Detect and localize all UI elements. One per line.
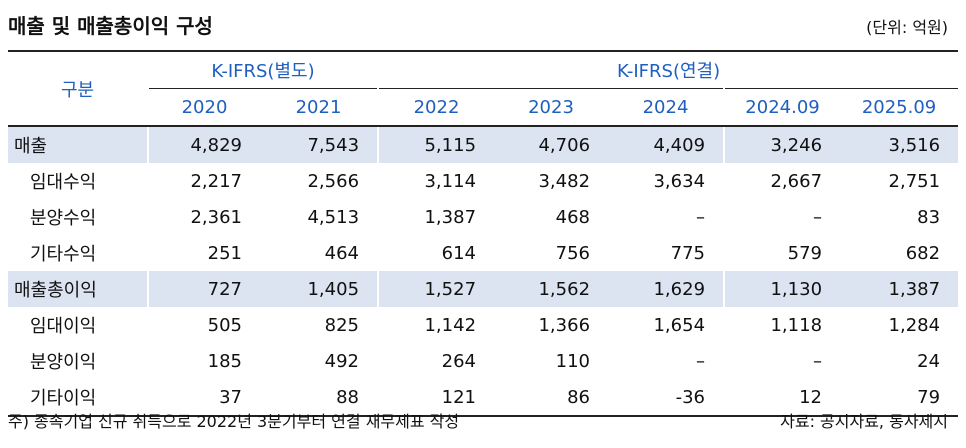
value-cell: 1,118: [723, 307, 841, 343]
value-cell: 79: [840, 379, 959, 417]
value-cell: 756: [555, 242, 591, 264]
value-cell: 24: [917, 350, 941, 372]
year-header: 2024: [608, 88, 725, 127]
value-cell: 2,751: [888, 170, 941, 192]
value-cell: 727: [147, 271, 260, 307]
value-cell: 775: [670, 242, 706, 264]
table-row: 분양이익 185 492 264 110 – – 24: [8, 343, 958, 379]
value-cell: -36: [608, 379, 725, 417]
value-cell: 1,527: [377, 271, 495, 307]
value-cell: 1,130: [723, 271, 841, 307]
value-cell: –: [696, 206, 706, 228]
value-cell: 5,115: [377, 126, 495, 163]
value-cell: 110: [555, 350, 591, 372]
table-title: 매출 및 매출총이익 구성: [8, 14, 213, 38]
header-row-groups: 구분 K-IFRS(별도) K-IFRS(연결): [8, 50, 959, 127]
value-cell: 1,387: [840, 271, 959, 307]
value-cell: 4,409: [608, 126, 725, 163]
value-cell: 12: [723, 379, 841, 417]
value-cell: 614: [377, 235, 495, 271]
value-cell: 505: [147, 307, 260, 343]
value-cell: 1,629: [608, 271, 725, 307]
value-cell: –: [696, 350, 706, 372]
value-cell: 4,513: [307, 206, 360, 228]
value-cell: 2,217: [147, 163, 260, 199]
value-cell: 682: [905, 242, 941, 264]
year-header: 2025.09: [840, 88, 959, 127]
value-cell: 3,246: [723, 126, 841, 163]
table-row: 매출총이익 727 1,405 1,527 1,562 1,629 1,130 1,387: [8, 271, 959, 307]
value-cell: 1,366: [538, 314, 591, 336]
value-cell: 1,405: [260, 271, 379, 307]
value-cell: –: [723, 343, 841, 379]
value-cell: 1,387: [377, 199, 495, 235]
value-cell: –: [723, 199, 841, 235]
value-cell: 468: [555, 206, 591, 228]
table-row: 임대이익 505 825 1,142 1,366 1,654 1,118 1,284: [8, 307, 958, 343]
value-cell: 2,667: [723, 163, 841, 199]
value-cell: 4,829: [147, 126, 260, 163]
value-cell: 579: [723, 235, 841, 271]
value-cell: 121: [377, 379, 495, 417]
header-row-years: 2020 2021 2022 2023 2024 2024.09 2025.09: [8, 88, 959, 127]
table-row: 분양수익 2,361 4,513 1,387 468 – – 83: [8, 199, 958, 235]
value-cell: 83: [917, 206, 941, 228]
row-label: 분양수익: [30, 208, 97, 229]
value-cell: 1,284: [888, 314, 941, 336]
value-cell: 37: [147, 379, 260, 417]
table-row: 임대수익 2,217 2,566 3,114 3,482 3,634 2,667 2,751: [8, 163, 958, 199]
value-cell: 1,654: [653, 314, 706, 336]
row-label: 기타이익: [8, 379, 148, 417]
row-label: 분양이익: [30, 352, 97, 373]
year-header: 2021: [260, 88, 379, 127]
value-cell: 1,142: [377, 307, 495, 343]
value-cell: 264: [377, 343, 495, 379]
year-header: 2020: [147, 88, 260, 127]
value-cell: 251: [147, 235, 260, 271]
row-label: 매출: [8, 126, 148, 163]
year-header: 2022: [377, 88, 495, 127]
value-cell: 3,114: [377, 163, 495, 199]
value-cell: 2,361: [147, 199, 260, 235]
row-label: 매출총이익: [8, 271, 148, 307]
year-header: 2023: [494, 88, 609, 127]
year-header: 2024.09: [723, 88, 841, 127]
financial-table: 구분 K-IFRS(별도) K-IFRS(연결) 2020 2021 2022 …: [8, 50, 959, 417]
value-cell: 2,566: [307, 170, 360, 192]
group-header-separate: K-IFRS(별도): [146, 50, 379, 89]
table-row: 기타수익 251 464 614 756 775 579 682: [8, 235, 958, 271]
corner-header: 구분: [8, 50, 148, 127]
value-cell: 4,706: [494, 126, 609, 163]
value-cell: 1,562: [494, 271, 609, 307]
value-cell: 825: [324, 314, 360, 336]
value-cell: 3,516: [840, 126, 959, 163]
row-label: 기타수익: [30, 244, 97, 265]
row-label: 임대수익: [30, 172, 97, 193]
value-cell: 492: [324, 350, 360, 372]
row-label: 임대이익: [30, 316, 97, 337]
value-cell: 86: [494, 379, 609, 417]
value-cell: 185: [147, 343, 260, 379]
value-cell: 3,634: [653, 170, 706, 192]
unit-label: (단위: 억원): [866, 18, 948, 37]
value-cell: 88: [260, 379, 379, 417]
value-cell: 3,482: [538, 170, 591, 192]
source-note: 자료: 공시자료, 동사제시: [780, 412, 948, 431]
value-cell: 7,543: [260, 126, 379, 163]
footnote: 주) 종속기업 신규 취득으로 2022년 3분기부터 연결 재무제표 작성: [8, 412, 460, 431]
table-row: 매출 4,829 7,543 5,115 4,706 4,409 3,246 3,516: [8, 126, 959, 163]
table-row: 기타이익 37 88 121 86 -36 12 79: [8, 379, 959, 417]
value-cell: 464: [324, 242, 360, 264]
group-header-consolidated: K-IFRS(연결): [377, 50, 959, 89]
